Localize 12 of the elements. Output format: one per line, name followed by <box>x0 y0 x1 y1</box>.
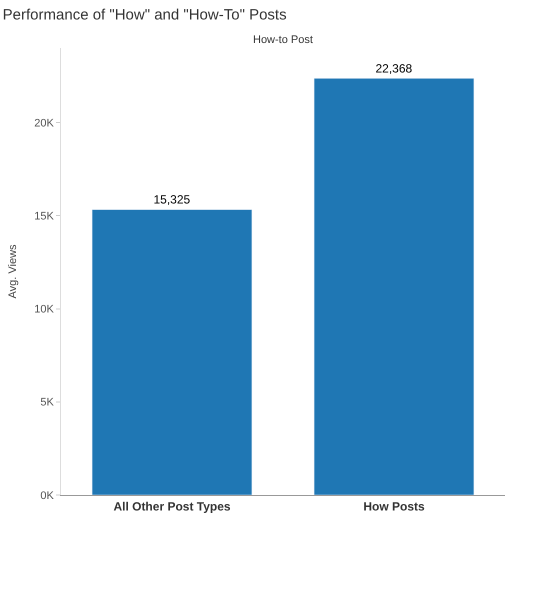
y-tick-label: 20K <box>34 117 54 130</box>
y-tick-label: 15K <box>34 210 54 222</box>
data-label: 22,368 <box>375 61 413 76</box>
chart-title: Performance of "How" and "How-To" Posts <box>2 6 287 24</box>
y-tick-label: 0K <box>40 490 54 502</box>
x-tick-label: How Posts <box>363 499 425 514</box>
y-tick-label: 10K <box>34 304 54 316</box>
data-label: 15,325 <box>153 192 191 207</box>
x-tick-label: All Other Post Types <box>113 499 231 514</box>
y-tick-label: 5K <box>40 396 54 409</box>
chart-subtitle: How-to Post <box>253 34 313 46</box>
y-axis-title: Avg. Views <box>6 244 19 299</box>
